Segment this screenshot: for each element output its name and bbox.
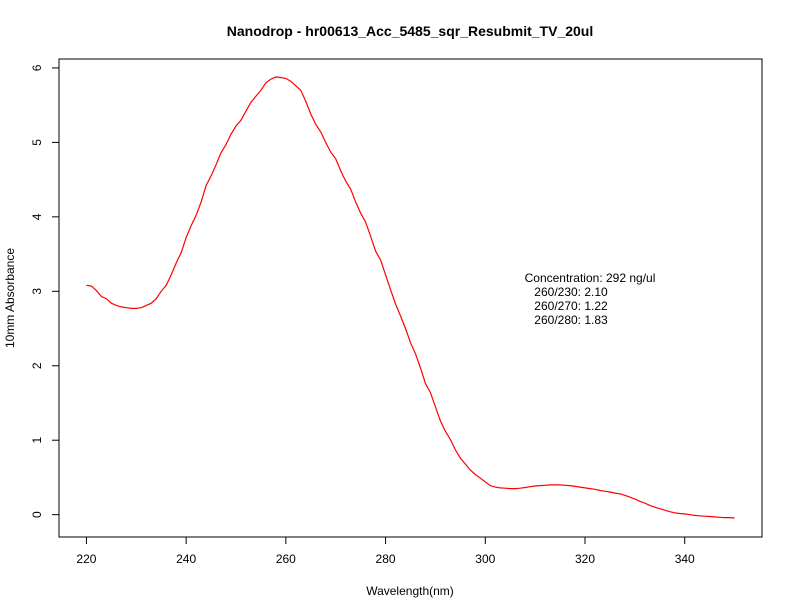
chart-title: Nanodrop - hr00613_Acc_5485_sqr_Resubmit… bbox=[227, 23, 594, 39]
y-tick-label: 0 bbox=[30, 511, 44, 518]
x-tick-label: 280 bbox=[376, 552, 396, 566]
x-tick-label: 340 bbox=[675, 552, 695, 566]
y-tick-label: 3 bbox=[30, 288, 44, 295]
x-axis-label: Wavelength(nm) bbox=[366, 584, 454, 598]
x-tick-label: 220 bbox=[76, 552, 96, 566]
x-tick-label: 240 bbox=[176, 552, 196, 566]
ratio-260-230-label: 260/230: 2.10 bbox=[534, 285, 608, 299]
y-axis-label: 10mm Absorbance bbox=[3, 248, 17, 348]
ratio-260-280-label: 260/280: 1.83 bbox=[534, 313, 608, 327]
absorbance-series-line bbox=[86, 76, 735, 519]
x-axis: 220 240 260 280 300 320 340 bbox=[76, 537, 695, 566]
y-tick-label: 5 bbox=[30, 139, 44, 146]
measurement-annotation: Concentration: 292 ng/ul 260/230: 2.10 2… bbox=[525, 271, 656, 327]
y-tick-label: 6 bbox=[30, 64, 44, 71]
x-tick-label: 320 bbox=[575, 552, 595, 566]
plot-frame bbox=[58, 58, 763, 538]
x-tick-label: 260 bbox=[276, 552, 296, 566]
y-tick-label: 2 bbox=[30, 362, 44, 369]
y-axis: 0 1 2 3 4 5 6 bbox=[30, 64, 59, 518]
ratio-260-270-label: 260/270: 1.22 bbox=[534, 299, 608, 313]
x-tick-label: 300 bbox=[475, 552, 495, 566]
y-tick-label: 1 bbox=[30, 437, 44, 444]
concentration-label: Concentration: 292 ng/ul bbox=[525, 271, 656, 285]
y-tick-label: 4 bbox=[30, 213, 44, 220]
